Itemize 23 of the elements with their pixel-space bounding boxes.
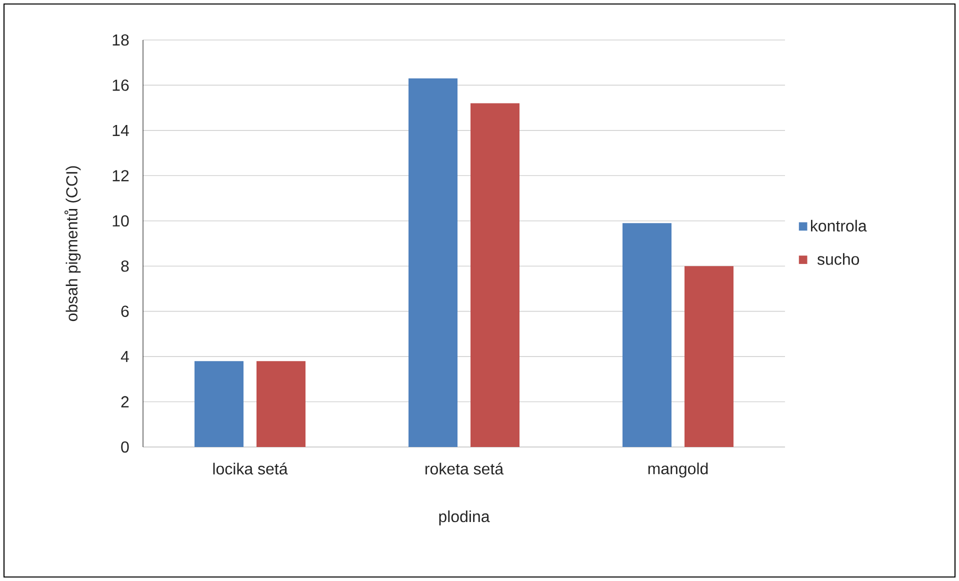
- y-tick-label: 4: [120, 351, 129, 362]
- bar: [408, 78, 458, 447]
- bar: [256, 361, 306, 447]
- bar: [684, 266, 734, 447]
- y-tick-label: 14: [112, 124, 129, 136]
- y-tick-label: 10: [112, 215, 129, 227]
- y-tick-label: 18: [112, 34, 129, 46]
- x-axis-title: plodina: [439, 510, 490, 526]
- y-tick-label: 0: [121, 441, 129, 453]
- legend-label: sucho: [817, 253, 860, 265]
- y-tick-label: 8: [121, 260, 129, 272]
- bar: [194, 361, 244, 447]
- y-tick-label: 16: [112, 80, 129, 91]
- y-tick-label: 2: [121, 396, 129, 408]
- x-tick-label: mangold: [648, 462, 708, 478]
- y-tick-label: 6: [121, 306, 129, 317]
- legend-label: kontrola: [811, 220, 867, 232]
- x-tick-label: locika setá: [213, 462, 288, 475]
- x-tick-label: roketa setá: [425, 462, 504, 475]
- bar: [470, 103, 520, 447]
- y-tick-label: 12: [112, 170, 129, 182]
- y-axis-title: obsah pigmentů (CCI): [64, 166, 81, 322]
- bar: [622, 223, 672, 447]
